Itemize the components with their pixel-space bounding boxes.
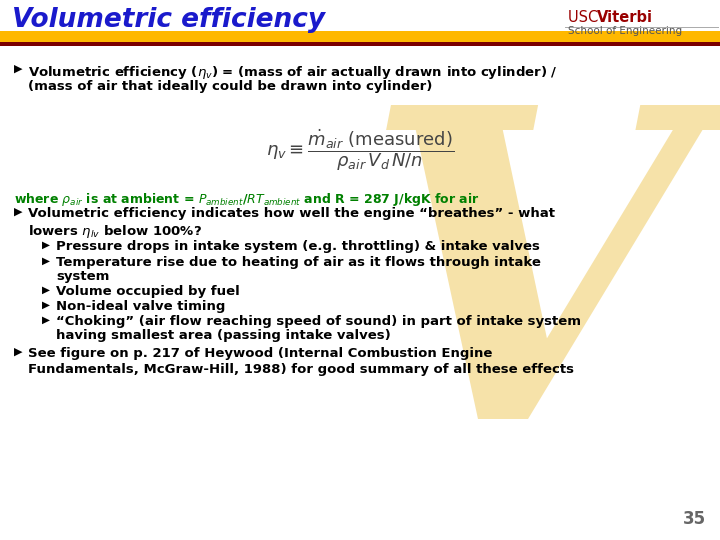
Text: system: system <box>56 270 109 283</box>
Text: ▶: ▶ <box>14 347 22 357</box>
Text: Volume occupied by fuel: Volume occupied by fuel <box>56 285 240 298</box>
Text: ▶: ▶ <box>42 256 50 266</box>
Text: Fundamentals, McGraw-Hill, 1988) for good summary of all these effects: Fundamentals, McGraw-Hill, 1988) for goo… <box>28 363 574 376</box>
Text: Volumetric efficiency indicates how well the engine “breathes” - what: Volumetric efficiency indicates how well… <box>28 207 555 220</box>
Text: having smallest area (passing intake valves): having smallest area (passing intake val… <box>56 329 391 342</box>
Text: V: V <box>363 91 697 509</box>
Text: (mass of air that ideally could be drawn into cylinder): (mass of air that ideally could be drawn… <box>28 80 433 93</box>
Text: ▶: ▶ <box>14 64 22 74</box>
Text: lowers $\eta_{lv}$ below 100%?: lowers $\eta_{lv}$ below 100%? <box>28 223 202 240</box>
Text: School of Engineering: School of Engineering <box>568 26 682 36</box>
Text: $\eta_v \equiv \dfrac{\dot{m}_{air}\ \mathrm{(measured)}}{\rho_{air}\,V_d\,N/n}$: $\eta_v \equiv \dfrac{\dot{m}_{air}\ \ma… <box>266 127 454 173</box>
Bar <box>0 31 720 43</box>
Text: ▶: ▶ <box>42 300 50 310</box>
Text: “Choking” (air flow reaching speed of sound) in part of intake system: “Choking” (air flow reaching speed of so… <box>56 315 581 328</box>
Text: See figure on p. 217 of Heywood (Internal Combustion Engine: See figure on p. 217 of Heywood (Interna… <box>28 347 492 360</box>
Text: Temperature rise due to heating of air as it flows through intake: Temperature rise due to heating of air a… <box>56 256 541 269</box>
Text: Non-ideal valve timing: Non-ideal valve timing <box>56 300 225 313</box>
Text: where $\rho_{air}$ is at ambient = $P_{ambient}$/$RT_{ambient}$ and R = 287 J/kg: where $\rho_{air}$ is at ambient = $P_{a… <box>14 191 480 208</box>
Text: Volumetric efficiency ($\eta_v$) = (mass of air actually drawn into cylinder) /: Volumetric efficiency ($\eta_v$) = (mass… <box>28 64 557 81</box>
Text: USC: USC <box>568 10 603 24</box>
Text: Pressure drops in intake system (e.g. throttling) & intake valves: Pressure drops in intake system (e.g. th… <box>56 240 540 253</box>
Text: Volumetric efficiency: Volumetric efficiency <box>12 7 325 33</box>
Text: ▶: ▶ <box>42 285 50 295</box>
Text: ▶: ▶ <box>42 240 50 250</box>
Text: Viterbi: Viterbi <box>597 10 653 24</box>
Text: 35: 35 <box>683 510 706 528</box>
Text: ▶: ▶ <box>14 207 22 217</box>
Bar <box>0 42 720 46</box>
Text: ▶: ▶ <box>42 315 50 325</box>
